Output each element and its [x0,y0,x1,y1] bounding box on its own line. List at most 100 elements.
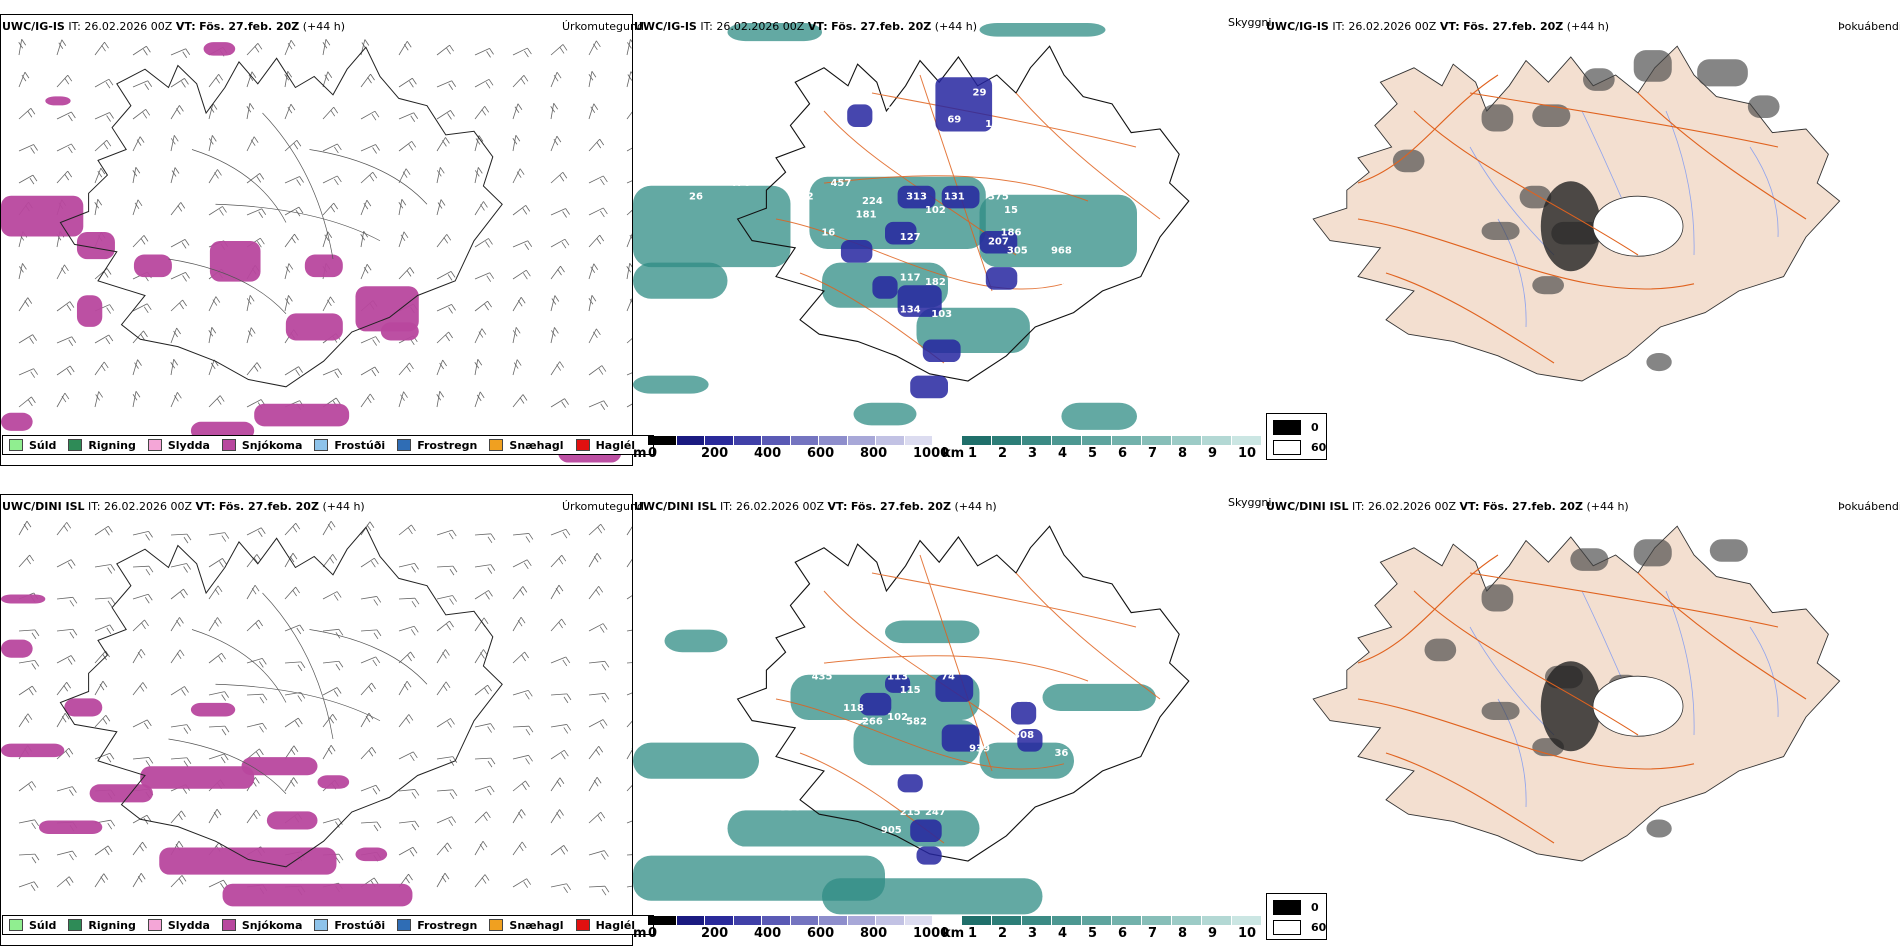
legend-swatch [68,439,83,451]
legend-item-6: Snæhagl [489,439,564,452]
cloudbase-labels-bottom: m 0 200 400 600 800 1000 [633,926,949,942]
cloud-base-label: 131 [944,191,965,202]
legend-swatch [314,439,329,451]
cloud-panel-top: 29 111 69 11 97 57 26 476 457 812 224 313 131 375 181 1… [633,14,1263,466]
fog-legend-label: 60 [1311,441,1327,454]
cloud-title-bottom: Skyggni [1228,496,1272,509]
colorbar-swatch [1052,916,1082,925]
colorbar-tick: 1 [968,926,978,941]
colorbar-swatch [1082,436,1112,445]
colorbar-unit: km [942,926,965,941]
colorbar-tick: 8 [1178,926,1188,941]
legend-item-4: Frostúði [314,439,385,452]
cloud-base-label: 118 [843,703,864,714]
cloud-base-label: 182 [925,277,946,288]
legend-item-2: Slydda [147,439,210,452]
cloud-base-label: 57 [910,133,924,144]
colorbar-swatch [992,436,1022,445]
legend-swatch [397,919,412,931]
fog-title-bottom: Þokuábendi [1838,500,1900,513]
legend-item-7: Haglél [575,919,635,932]
cloud-base-label: 97 [966,142,980,153]
legend-item-6: Snæhagl [489,918,564,932]
cloud-base-label: 186 [1001,228,1022,239]
colorbar-tick: 10 [1238,926,1257,941]
colorbar-swatch [1112,916,1142,925]
legend-item-1: Rigning [68,918,136,932]
cloud-base-label: 94 [1017,694,1031,705]
fog-legend-label: 0 [1311,901,1319,914]
cloud-base-label: 74 [941,671,955,682]
cloud-base-label: 26 [689,191,703,202]
colorbar-tick: 600 [807,926,835,941]
legend-item-5: Frostregn [397,439,477,452]
cloud-base-label: 266 [862,717,883,728]
cloud-base-label: 69 [947,115,961,126]
colorbar-tick: 4 [1058,926,1068,941]
colorbar-swatch [904,436,933,445]
fog-legend-swatch [1273,420,1301,435]
legend-label: Haglél [595,438,636,452]
cloud-base-label: 127 [900,232,921,243]
cloud-base-label: 313 [906,191,927,202]
cloud-base-label: 215 [900,807,921,818]
colorbar-tick: 1000 [913,926,950,941]
cloud-base-label: 360 [1051,726,1072,737]
legend-label: Snæhagl [509,918,564,932]
precip-panel-bottom [0,494,633,946]
legend-swatch [9,919,23,931]
cloud-base-label: 102 [925,205,946,216]
legend-swatch [489,919,504,931]
precip-map-bottom [1,520,632,907]
colorbar-swatch [992,916,1022,925]
colorbar-swatch [1172,916,1202,925]
visibility-labels-top: km 1 2 3 4 5 6 7 8 9 10 [942,446,1262,462]
fog-legend-row: 0 [1273,900,1319,915]
legend-item-3: Snjókoma [221,918,303,932]
legend-label: Rigning [88,918,136,932]
cloud-base-label: 181 [856,209,877,220]
precip-legend-top: Súld Rigning Slydda Snjókoma Frostúði Frostre… [2,435,655,455]
cloud-base-label: 375 [988,191,1009,202]
precip-title-top: Úrkomutegund [562,20,644,33]
colorbar-swatch [876,436,905,445]
cloudbase-labels-top: m 0 200 400 600 800 1000 [633,446,949,462]
colorbar-tick: 10 [1238,446,1257,461]
legend-item-1: Rigning [68,439,136,452]
legend-item-3: Snjókoma [221,439,302,452]
precip-map-top [1,39,632,463]
fog-legend-label: 0 [1311,421,1319,434]
cloud-header-top: UWC/IG-IS IT: 26.02.2026 00Z VT: Fös. 27… [634,20,978,33]
cloud-base-label: 111 [887,105,908,116]
colorbar-swatch [1022,436,1052,445]
cloud-base-label: 224 [862,196,883,207]
cloud-base-label: 318 [906,793,927,804]
cloud-base-label: 936 [780,802,801,813]
fog-legend-bottom: 0 60 [1266,893,1327,940]
cloud-base-label: 247 [925,807,946,818]
colorbar-swatch [733,916,762,925]
colorbar-swatch [962,916,992,925]
colorbar-tick: 4 [1058,446,1068,461]
cloud-base-label: 36 [1054,748,1068,759]
colorbar-swatch [876,916,905,925]
cloud-base-label: 15 [1004,205,1018,216]
legend-item-0: Súld [9,439,56,452]
fog-legend-row: 60 [1273,920,1326,935]
colorbar-tick: 2 [998,926,1008,941]
legend-label: Frostregn [417,918,478,932]
colorbar-tick: 800 [860,926,888,941]
fog-legend-swatch [1273,920,1301,935]
colorbar-tick: 600 [807,446,835,461]
cloud-base-label: 476 [730,178,751,189]
legend-label: Snjókoma [241,918,303,932]
precip-header-top: UWC/IG-IS IT: 26.02.2026 00Z VT: Fös. 27… [2,20,346,33]
colorbar-swatch [790,436,819,445]
fog-header-bottom: UWC/DINI ISL IT: 26.02.2026 00Z VT: Fös.… [1266,500,1629,513]
legend-label: Frostúði [334,438,386,452]
legend-item-0: Súld [9,919,56,932]
colorbar-tick: 9 [1208,446,1218,461]
fog-legend-swatch [1273,440,1301,455]
colorbar-swatch [1202,436,1232,445]
